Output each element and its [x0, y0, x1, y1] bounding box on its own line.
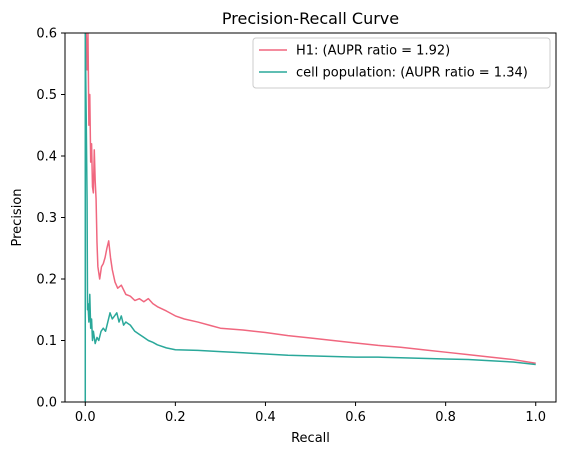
y-tick-label: 0.0	[36, 396, 57, 411]
y-tick-label: 0.6	[36, 27, 57, 42]
x-axis: 0.0 0.2 0.4 0.6 0.8 1.0	[75, 402, 546, 425]
x-tick-label: 0.8	[435, 410, 456, 425]
x-tick-label: 0.0	[75, 410, 96, 425]
legend-label-2: cell population: (AUPR ratio = 1.34)	[296, 66, 528, 81]
legend-box	[252, 37, 551, 89]
y-axis-label: Precision	[10, 188, 25, 246]
x-axis-label: Recall	[291, 431, 330, 446]
x-tick-label: 0.2	[165, 410, 186, 425]
chart-title: Precision-Recall Curve	[222, 9, 399, 28]
y-tick-label: 0.1	[36, 334, 57, 349]
series-layer	[84, 33, 536, 402]
legend: H1: (AUPR ratio = 1.92) cell population: …	[252, 37, 551, 89]
y-tick-label: 0.4	[36, 150, 57, 165]
x-tick-label: 0.6	[345, 410, 366, 425]
y-tick-label: 0.3	[36, 211, 57, 226]
legend-label-1: H1: (AUPR ratio = 1.92)	[296, 44, 450, 59]
y-tick-label: 0.5	[36, 88, 57, 103]
x-tick-label: 0.4	[255, 410, 276, 425]
series-line-1	[85, 33, 536, 364]
x-tick-label: 1.0	[525, 410, 546, 425]
series-line-2	[84, 33, 536, 402]
y-tick-label: 0.2	[36, 273, 57, 288]
y-axis: 0.0 0.1 0.2 0.3 0.4 0.5 0.6	[36, 27, 65, 411]
